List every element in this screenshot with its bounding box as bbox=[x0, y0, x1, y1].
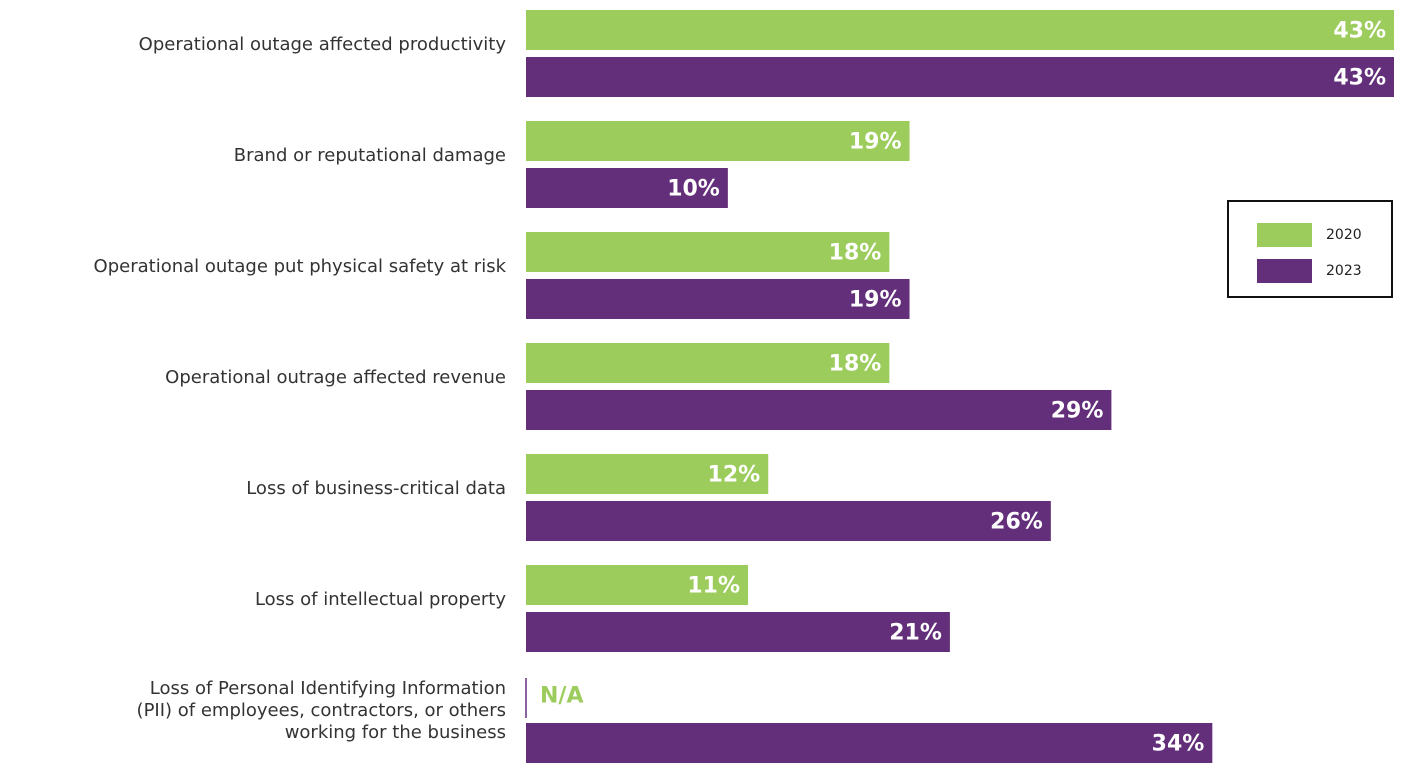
bar bbox=[526, 121, 910, 161]
bar bbox=[526, 723, 1213, 763]
value-label: 18% bbox=[829, 352, 882, 377]
bar bbox=[526, 10, 1394, 50]
bar bbox=[526, 390, 1112, 430]
legend-swatch bbox=[1257, 259, 1312, 283]
value-label: 34% bbox=[1152, 732, 1205, 757]
legend-label: 2023 bbox=[1326, 263, 1362, 279]
value-label: 10% bbox=[667, 177, 720, 202]
category-label: Brand or reputational damage bbox=[233, 144, 506, 166]
legend-swatch bbox=[1257, 223, 1312, 247]
bar bbox=[526, 232, 890, 272]
value-label: 21% bbox=[889, 621, 942, 646]
bar bbox=[526, 565, 749, 605]
category-label: Operational outage affected productivity bbox=[138, 33, 506, 55]
bar bbox=[526, 343, 890, 383]
bar bbox=[526, 279, 910, 319]
value-label: 19% bbox=[849, 288, 902, 313]
category-label: Operational outage put physical safety a… bbox=[93, 255, 506, 277]
value-label: N/A bbox=[540, 684, 583, 709]
value-label: 29% bbox=[1051, 399, 1104, 424]
bar bbox=[526, 57, 1394, 97]
category-label: Operational outrage affected revenue bbox=[165, 366, 506, 388]
bar bbox=[526, 501, 1051, 541]
category-label: Loss of business-critical data bbox=[246, 477, 506, 499]
value-label: 11% bbox=[687, 574, 740, 599]
value-label: 18% bbox=[829, 241, 882, 266]
legend-box bbox=[1227, 200, 1393, 298]
bar bbox=[526, 454, 769, 494]
legend-label: 2020 bbox=[1326, 227, 1362, 243]
value-label: 19% bbox=[849, 130, 902, 155]
bar bbox=[526, 168, 728, 208]
category-label: Loss of intellectual property bbox=[254, 588, 506, 610]
bar bbox=[526, 612, 950, 652]
value-label: 26% bbox=[990, 510, 1043, 535]
value-label: 43% bbox=[1333, 66, 1386, 91]
category-label: Loss of Personal Identifying Information… bbox=[136, 677, 506, 743]
value-label: 43% bbox=[1333, 19, 1386, 44]
value-label: 12% bbox=[708, 463, 761, 488]
